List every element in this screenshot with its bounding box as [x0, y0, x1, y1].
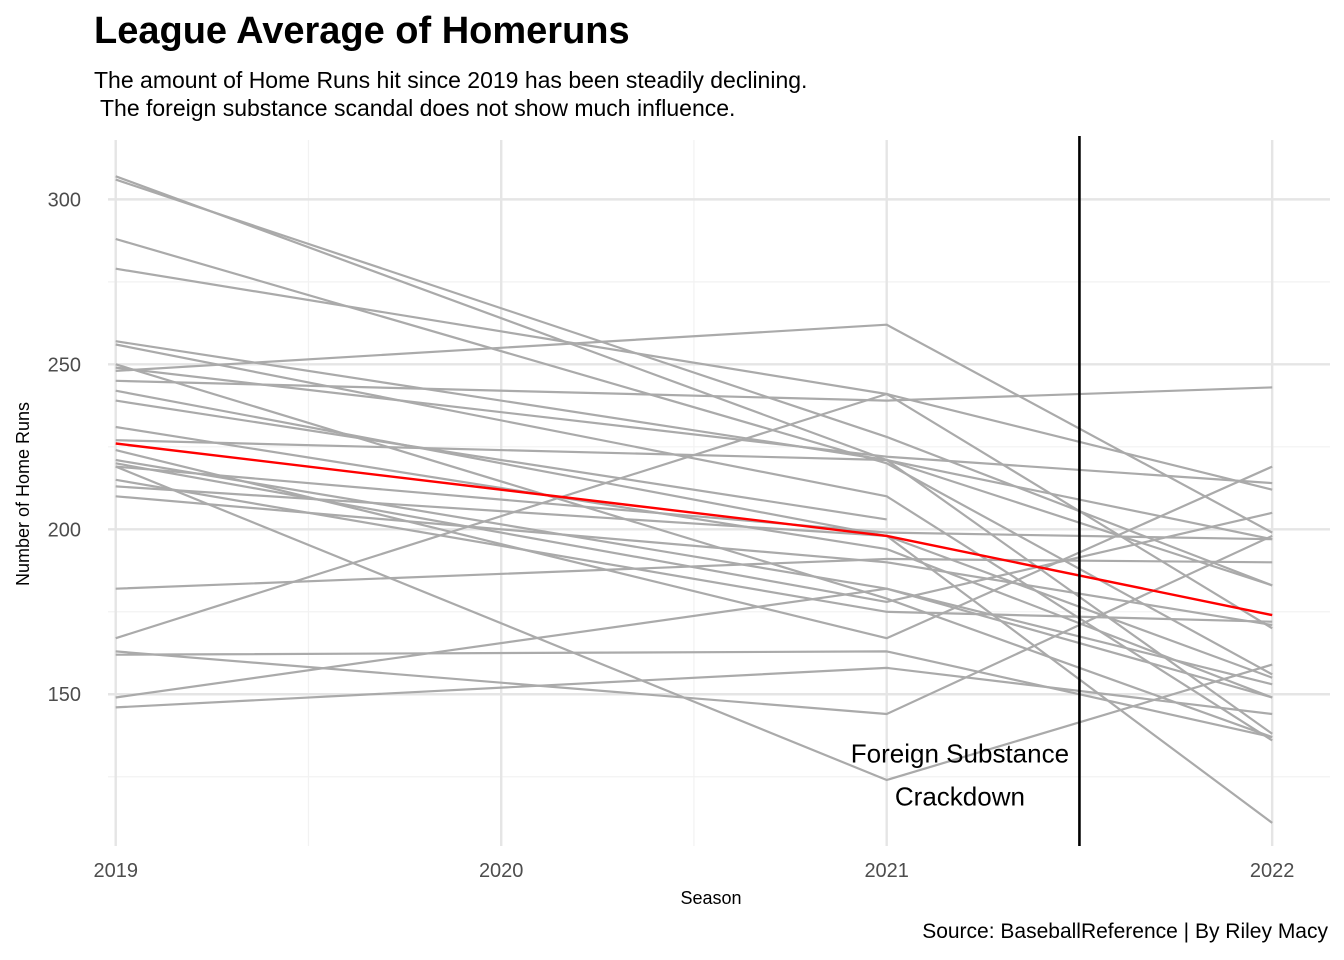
team-series-line: [115, 343, 1273, 742]
team-series-line: [115, 557, 1273, 590]
team-series-line: [115, 399, 887, 521]
chart-caption: Source: BaseballReference | By Riley Mac…: [922, 920, 1328, 943]
y-tick-label: 150: [48, 684, 81, 706]
annotation-line-2: Crackdown: [895, 782, 1025, 812]
team-series-line: [115, 650, 1273, 739]
y-tick-label: 250: [48, 354, 81, 376]
team-series-line: [115, 363, 1273, 739]
team-series-line: [115, 587, 1273, 699]
team-lines: [115, 175, 1273, 824]
x-tick-label: 2021: [864, 860, 909, 882]
team-series-line: [115, 462, 1273, 603]
y-axis-ticks: 150 200 250 300: [48, 189, 81, 706]
chart-subtitle: The amount of Home Runs hit since 2019 h…: [94, 67, 808, 121]
grid-lines: [108, 140, 1330, 846]
team-series-line: [115, 534, 1273, 716]
team-series-line: [115, 366, 1273, 485]
team-series-line: [115, 323, 1273, 534]
y-tick-label: 300: [48, 189, 81, 211]
team-series-line: [115, 465, 1273, 782]
team-series-line: [115, 425, 1273, 699]
team-series-line: [115, 439, 1273, 541]
average-series-line: [115, 442, 1273, 617]
y-tick-label: 200: [48, 519, 81, 541]
x-tick-label: 2020: [479, 860, 524, 882]
team-series-line: [115, 478, 1273, 623]
team-series-line: [115, 392, 1273, 640]
x-axis-ticks: 2019 2020 2021 2022: [93, 860, 1294, 882]
team-series-line: [115, 379, 1273, 402]
annotation-line-1: Foreign Substance: [851, 739, 1069, 769]
x-axis-label: Season: [680, 888, 741, 908]
x-tick-label: 2019: [93, 860, 138, 882]
team-series-line: [115, 495, 1273, 627]
average-line-group: [115, 442, 1273, 617]
team-series-line: [115, 449, 1273, 640]
team-series-line: [115, 465, 1273, 541]
y-axis-label: Number of Home Runs: [13, 402, 33, 586]
x-tick-label: 2022: [1250, 860, 1295, 882]
chart-title: League Average of Homeruns: [94, 10, 630, 52]
team-series-line: [115, 666, 1273, 716]
